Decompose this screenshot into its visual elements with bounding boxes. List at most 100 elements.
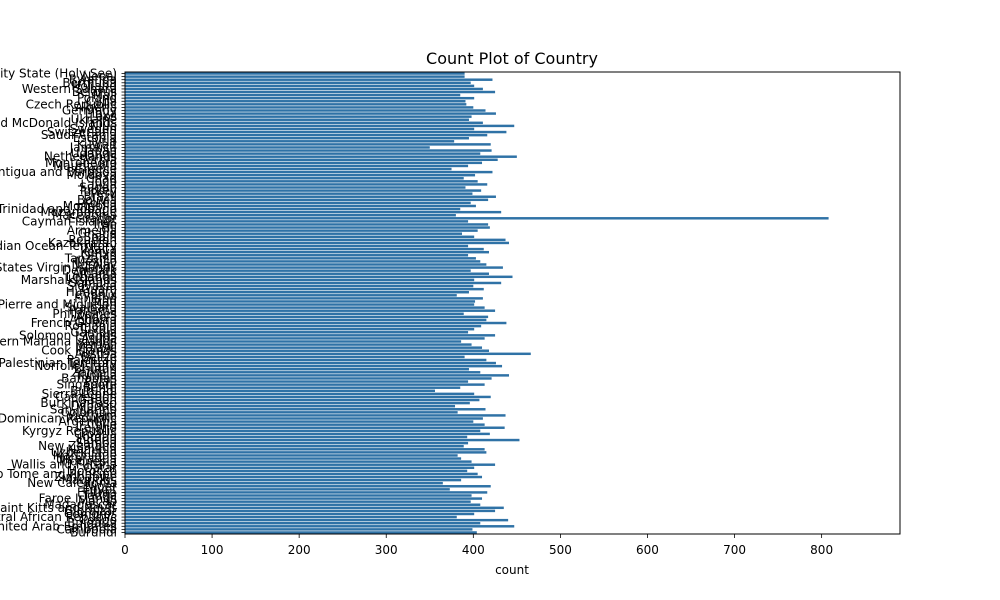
category-label: Jamaica (69, 140, 117, 154)
bar (125, 367, 469, 371)
bar (125, 186, 466, 189)
category-label: Cook Islands (41, 344, 117, 358)
bar (125, 180, 478, 183)
category-label: Svalbard (64, 301, 117, 315)
bar (125, 451, 487, 454)
bar (125, 525, 515, 528)
category-label: Liberia (76, 433, 117, 447)
bar (125, 497, 483, 500)
category-label: Gambia (70, 325, 117, 339)
bar (125, 414, 506, 417)
category-label: Tanzania (64, 251, 117, 265)
bar (125, 352, 531, 356)
bars-group (125, 72, 829, 534)
category-label: Sao Tome and Principe (0, 467, 117, 481)
category-label: Uganda (71, 147, 117, 161)
bar (125, 220, 469, 223)
category-label: Albania (72, 267, 117, 281)
x-tick-label: 800 (810, 543, 833, 557)
category-label: Heard Island and McDonald Islands (0, 116, 117, 130)
category-label: British Indian Ocean Territory (0, 239, 117, 253)
bar (125, 315, 489, 319)
category-label: Aruba (81, 331, 117, 345)
category-label: Comoros (64, 507, 117, 521)
bar (125, 444, 464, 448)
bar (125, 411, 458, 414)
category-label: French Guiana (31, 316, 117, 330)
category-label: Germany (62, 104, 117, 118)
category-label: Reunion (68, 233, 117, 247)
bar (125, 392, 475, 396)
bar (125, 294, 457, 297)
x-axis: 0 100 200 300 400 500 600 700 800 (121, 534, 833, 557)
category-label: Croatia (74, 427, 117, 441)
category-label: Lebanon (66, 270, 117, 284)
bar (125, 340, 462, 343)
bar (125, 478, 462, 482)
category-label: Andorra (69, 313, 117, 327)
category-label: Gibraltar (64, 504, 117, 518)
bar (125, 481, 443, 485)
category-label: Niger (85, 479, 117, 493)
x-tick-label: 600 (636, 543, 659, 557)
category-label: Belarus (72, 85, 117, 99)
bar (125, 290, 469, 294)
bar (125, 136, 469, 140)
category-label: New Caledonia (27, 476, 117, 490)
category-label: Estonia (73, 131, 117, 145)
category-label: United States Virgin Islands (0, 261, 117, 275)
category-labels-group: Vatican City State (Holy See)NepalRwanda… (0, 67, 117, 540)
category-label: Kyrgyz Republic (22, 424, 117, 438)
bar (125, 152, 481, 155)
bar (125, 260, 481, 263)
bar (125, 420, 474, 423)
category-label: United Arab Emirates (0, 519, 117, 533)
category-label: Solomon Islands (19, 328, 117, 342)
bar (125, 124, 515, 128)
bar (125, 281, 502, 285)
bar (125, 96, 475, 100)
bar (125, 189, 482, 192)
bar (125, 93, 461, 97)
category-label: Guam (81, 282, 117, 296)
category-label: Oman (81, 248, 117, 262)
bar (125, 460, 472, 463)
bar (125, 164, 469, 168)
bar (125, 229, 478, 232)
bar (125, 232, 462, 235)
bar (125, 213, 456, 217)
bar (125, 115, 472, 118)
bar (125, 133, 488, 137)
category-label: Sudan (79, 181, 117, 195)
x-tick-label: 100 (201, 543, 224, 557)
category-label: Fiji (101, 221, 117, 235)
bar (125, 321, 507, 325)
bar (125, 334, 496, 337)
bar (125, 278, 475, 282)
bar (125, 448, 485, 451)
category-label: Congo (79, 513, 117, 527)
x-tick-label: 500 (549, 543, 572, 557)
category-label: Togo (88, 174, 117, 188)
bar (125, 426, 505, 429)
category-label: Jordan (78, 430, 117, 444)
bar (125, 457, 462, 460)
bar (125, 408, 486, 411)
category-label: Greece (74, 162, 117, 176)
bar (125, 438, 520, 442)
bar (125, 287, 484, 291)
category-label: Algeria (75, 100, 117, 114)
bar (125, 364, 503, 368)
bar (125, 90, 496, 94)
category-label: Mauritius (62, 473, 117, 487)
category-label: Argentina (58, 415, 117, 429)
bar (125, 297, 483, 300)
category-label: Zambia (71, 365, 117, 379)
category-label: Kazakhstan (48, 236, 117, 250)
category-label: Kenya (80, 245, 117, 259)
category-label: Bahamas (61, 371, 117, 385)
category-label: Tonga (81, 489, 117, 503)
category-label: Northern Mariana Islands (0, 335, 117, 349)
bar (125, 84, 475, 88)
bar (125, 130, 507, 134)
